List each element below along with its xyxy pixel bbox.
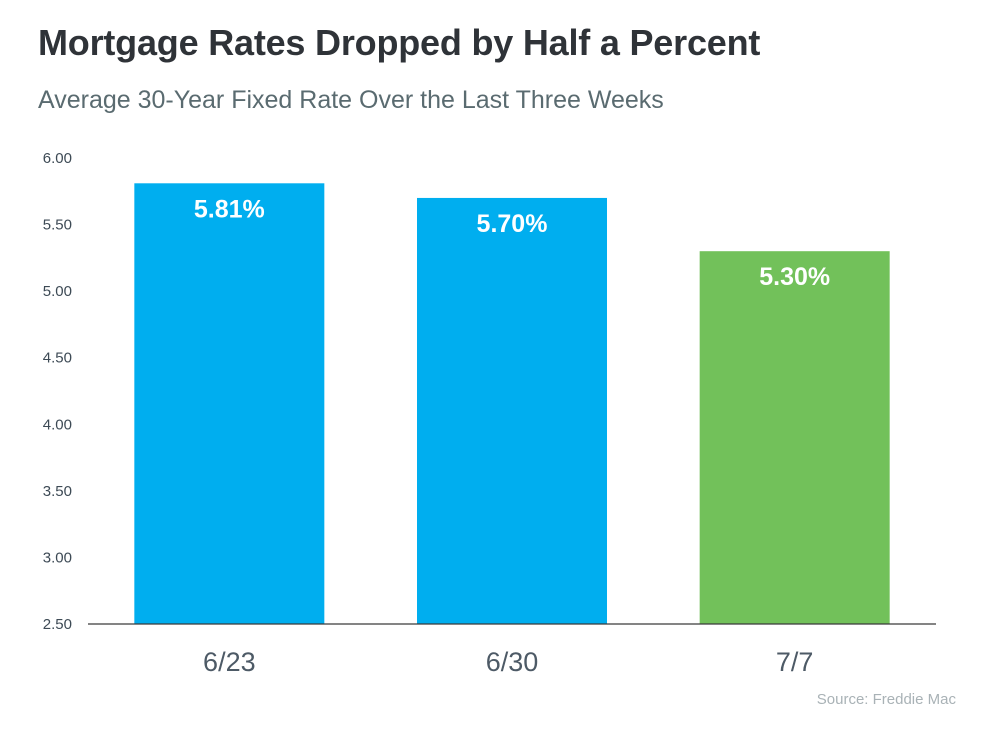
y-tick-label: 6.00 <box>43 150 72 167</box>
chart-subtitle: Average 30-Year Fixed Rate Over the Last… <box>38 86 664 114</box>
bar-value-label: 5.81% <box>194 195 265 223</box>
y-tick-label: 3.50 <box>43 483 72 500</box>
bar-6-23 <box>134 183 325 624</box>
y-tick-label: 4.00 <box>43 416 72 433</box>
bar-7-7 <box>699 251 890 624</box>
y-tick-label: 5.00 <box>43 283 72 300</box>
y-tick-label: 2.50 <box>43 616 72 633</box>
x-axis-labels: 6/23 6/30 7/7 <box>203 647 813 677</box>
x-tick-label: 7/7 <box>776 647 814 677</box>
y-axis-ticks: 6.00 5.50 5.00 4.50 4.00 3.50 3.00 2.50 <box>43 150 72 633</box>
chart-title: Mortgage Rates Dropped by Half a Percent <box>38 22 761 63</box>
bar-value-label: 5.70% <box>477 210 548 238</box>
bars-group: 5.81% 5.70% 5.30% <box>134 183 890 624</box>
y-tick-label: 4.50 <box>43 350 72 367</box>
bar-6-30 <box>417 197 607 624</box>
x-tick-label: 6/23 <box>203 647 256 677</box>
source-note: Source: Freddie Mac <box>816 691 956 708</box>
bar-value-label: 5.30% <box>759 263 830 291</box>
y-tick-label: 5.50 <box>43 217 72 234</box>
x-tick-label: 6/30 <box>486 647 539 677</box>
y-tick-label: 3.00 <box>43 549 72 566</box>
